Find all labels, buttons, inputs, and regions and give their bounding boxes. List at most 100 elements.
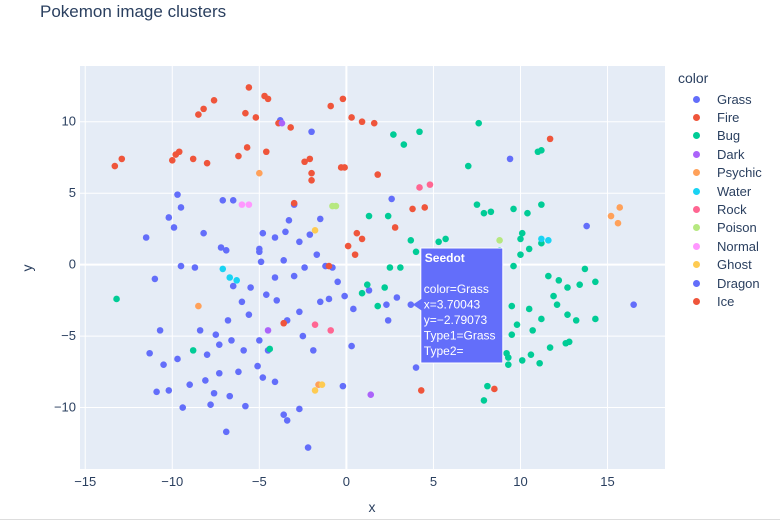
data-point-psychic[interactable] xyxy=(616,204,624,211)
data-point-bug[interactable] xyxy=(555,277,563,284)
data-point-fire[interactable] xyxy=(301,158,308,166)
data-point-fire[interactable] xyxy=(353,229,361,237)
data-point-bug[interactable] xyxy=(266,345,274,353)
data-point-bug[interactable] xyxy=(576,281,583,288)
data-point-grass[interactable] xyxy=(313,251,321,258)
data-point-grass[interactable] xyxy=(630,301,637,308)
data-point-bug[interactable] xyxy=(473,201,481,208)
data-point-water[interactable] xyxy=(545,237,552,244)
data-point-grass[interactable] xyxy=(210,389,218,397)
data-point-poison[interactable] xyxy=(496,237,503,244)
data-point-fire[interactable] xyxy=(235,152,242,160)
data-point-grass[interactable] xyxy=(142,234,150,241)
data-point-bug[interactable] xyxy=(358,289,366,297)
data-point-fire[interactable] xyxy=(175,148,183,156)
data-point-grass[interactable] xyxy=(583,222,590,230)
data-point-water[interactable] xyxy=(538,235,545,243)
data-point-fire[interactable] xyxy=(290,199,298,207)
data-point-fire[interactable] xyxy=(111,162,119,170)
data-point-grass[interactable] xyxy=(229,197,237,204)
data-point-grass[interactable] xyxy=(196,327,204,334)
data-point-bug[interactable] xyxy=(536,359,543,367)
data-point-fire[interactable] xyxy=(325,262,333,270)
legend-item-dark[interactable]: Dark xyxy=(678,145,762,163)
data-point-fire[interactable] xyxy=(327,102,335,110)
data-point-grass[interactable] xyxy=(177,262,185,270)
data-point-bug[interactable] xyxy=(484,382,491,390)
data-point-grass[interactable] xyxy=(259,374,267,381)
data-point-bug[interactable] xyxy=(480,397,488,404)
data-point-grass[interactable] xyxy=(280,411,288,418)
data-point-bug[interactable] xyxy=(397,264,404,271)
data-point-grass[interactable] xyxy=(151,275,159,283)
legend-item-psychic[interactable]: Psychic xyxy=(678,164,762,182)
data-point-bug[interactable] xyxy=(510,262,517,270)
data-point-water[interactable] xyxy=(226,274,234,281)
data-point-rock[interactable] xyxy=(426,181,434,188)
data-point-ghost[interactable] xyxy=(311,387,319,394)
data-point-fire[interactable] xyxy=(287,124,294,131)
data-point-grass[interactable] xyxy=(226,392,234,400)
data-point-grass[interactable] xyxy=(254,362,261,370)
data-point-bug[interactable] xyxy=(475,119,483,127)
data-point-psychic[interactable] xyxy=(195,302,202,310)
data-point-bug[interactable] xyxy=(517,251,524,258)
legend-item-rock[interactable]: Rock xyxy=(678,200,762,218)
data-point-grass[interactable] xyxy=(296,238,303,246)
data-point-grass[interactable] xyxy=(202,377,209,384)
data-point-grass[interactable] xyxy=(282,228,289,236)
data-point-fire[interactable] xyxy=(491,385,498,393)
data-point-fire[interactable] xyxy=(264,95,272,103)
data-point-grass[interactable] xyxy=(308,128,315,136)
data-point-rock[interactable] xyxy=(327,327,335,334)
data-point-grass[interactable] xyxy=(186,381,193,388)
data-point-bug[interactable] xyxy=(513,321,521,328)
data-point-grass[interactable] xyxy=(388,195,395,203)
data-point-grass[interactable] xyxy=(207,401,214,408)
legend-item-fire[interactable]: Fire xyxy=(678,108,762,126)
data-point-fire[interactable] xyxy=(195,111,202,118)
data-point-fire[interactable] xyxy=(421,204,429,211)
data-point-grass[interactable] xyxy=(301,264,308,271)
data-point-fire[interactable] xyxy=(348,114,355,121)
data-points[interactable] xyxy=(111,84,637,451)
data-point-fire[interactable] xyxy=(358,235,366,243)
data-point-bug[interactable] xyxy=(565,338,573,346)
data-point-grass[interactable] xyxy=(219,197,227,204)
data-point-bug[interactable] xyxy=(113,295,120,303)
data-point-dark[interactable] xyxy=(278,119,286,127)
data-point-grass[interactable] xyxy=(215,369,223,377)
data-point-bug[interactable] xyxy=(412,248,420,256)
data-point-grass[interactable] xyxy=(259,229,267,237)
data-point-grass[interactable] xyxy=(174,355,181,363)
data-point-ice[interactable] xyxy=(280,319,288,327)
data-point-bug[interactable] xyxy=(508,331,516,338)
data-point-bug[interactable] xyxy=(510,205,517,213)
data-point-grass[interactable] xyxy=(325,295,333,303)
data-point-bug[interactable] xyxy=(381,284,388,291)
data-point-fire[interactable] xyxy=(391,224,399,231)
data-point-bug[interactable] xyxy=(546,344,554,351)
data-point-grass[interactable] xyxy=(271,274,279,281)
data-point-grass[interactable] xyxy=(506,155,514,163)
data-point-grass[interactable] xyxy=(412,364,420,371)
legend-item-poison[interactable]: Poison xyxy=(678,219,762,237)
data-point-fire[interactable] xyxy=(203,159,211,167)
data-point-grass[interactable] xyxy=(156,327,164,334)
data-point-normal[interactable] xyxy=(238,201,246,208)
data-point-ice[interactable] xyxy=(344,242,352,250)
data-point-grass[interactable] xyxy=(160,361,167,368)
data-point-normal[interactable] xyxy=(245,201,253,208)
data-point-grass[interactable] xyxy=(365,287,373,294)
data-point-grass[interactable] xyxy=(242,402,249,410)
data-point-bug[interactable] xyxy=(508,302,516,310)
data-point-grass[interactable] xyxy=(228,337,235,344)
data-point-rock[interactable] xyxy=(416,184,423,191)
legend-item-water[interactable]: Water xyxy=(678,182,762,200)
data-point-grass[interactable] xyxy=(262,291,270,298)
data-point-fire[interactable] xyxy=(409,205,416,213)
data-point-fire[interactable] xyxy=(252,114,260,121)
data-point-bug[interactable] xyxy=(545,272,552,280)
data-point-grass[interactable] xyxy=(165,387,173,394)
legend-item-normal[interactable]: Normal xyxy=(678,237,762,255)
